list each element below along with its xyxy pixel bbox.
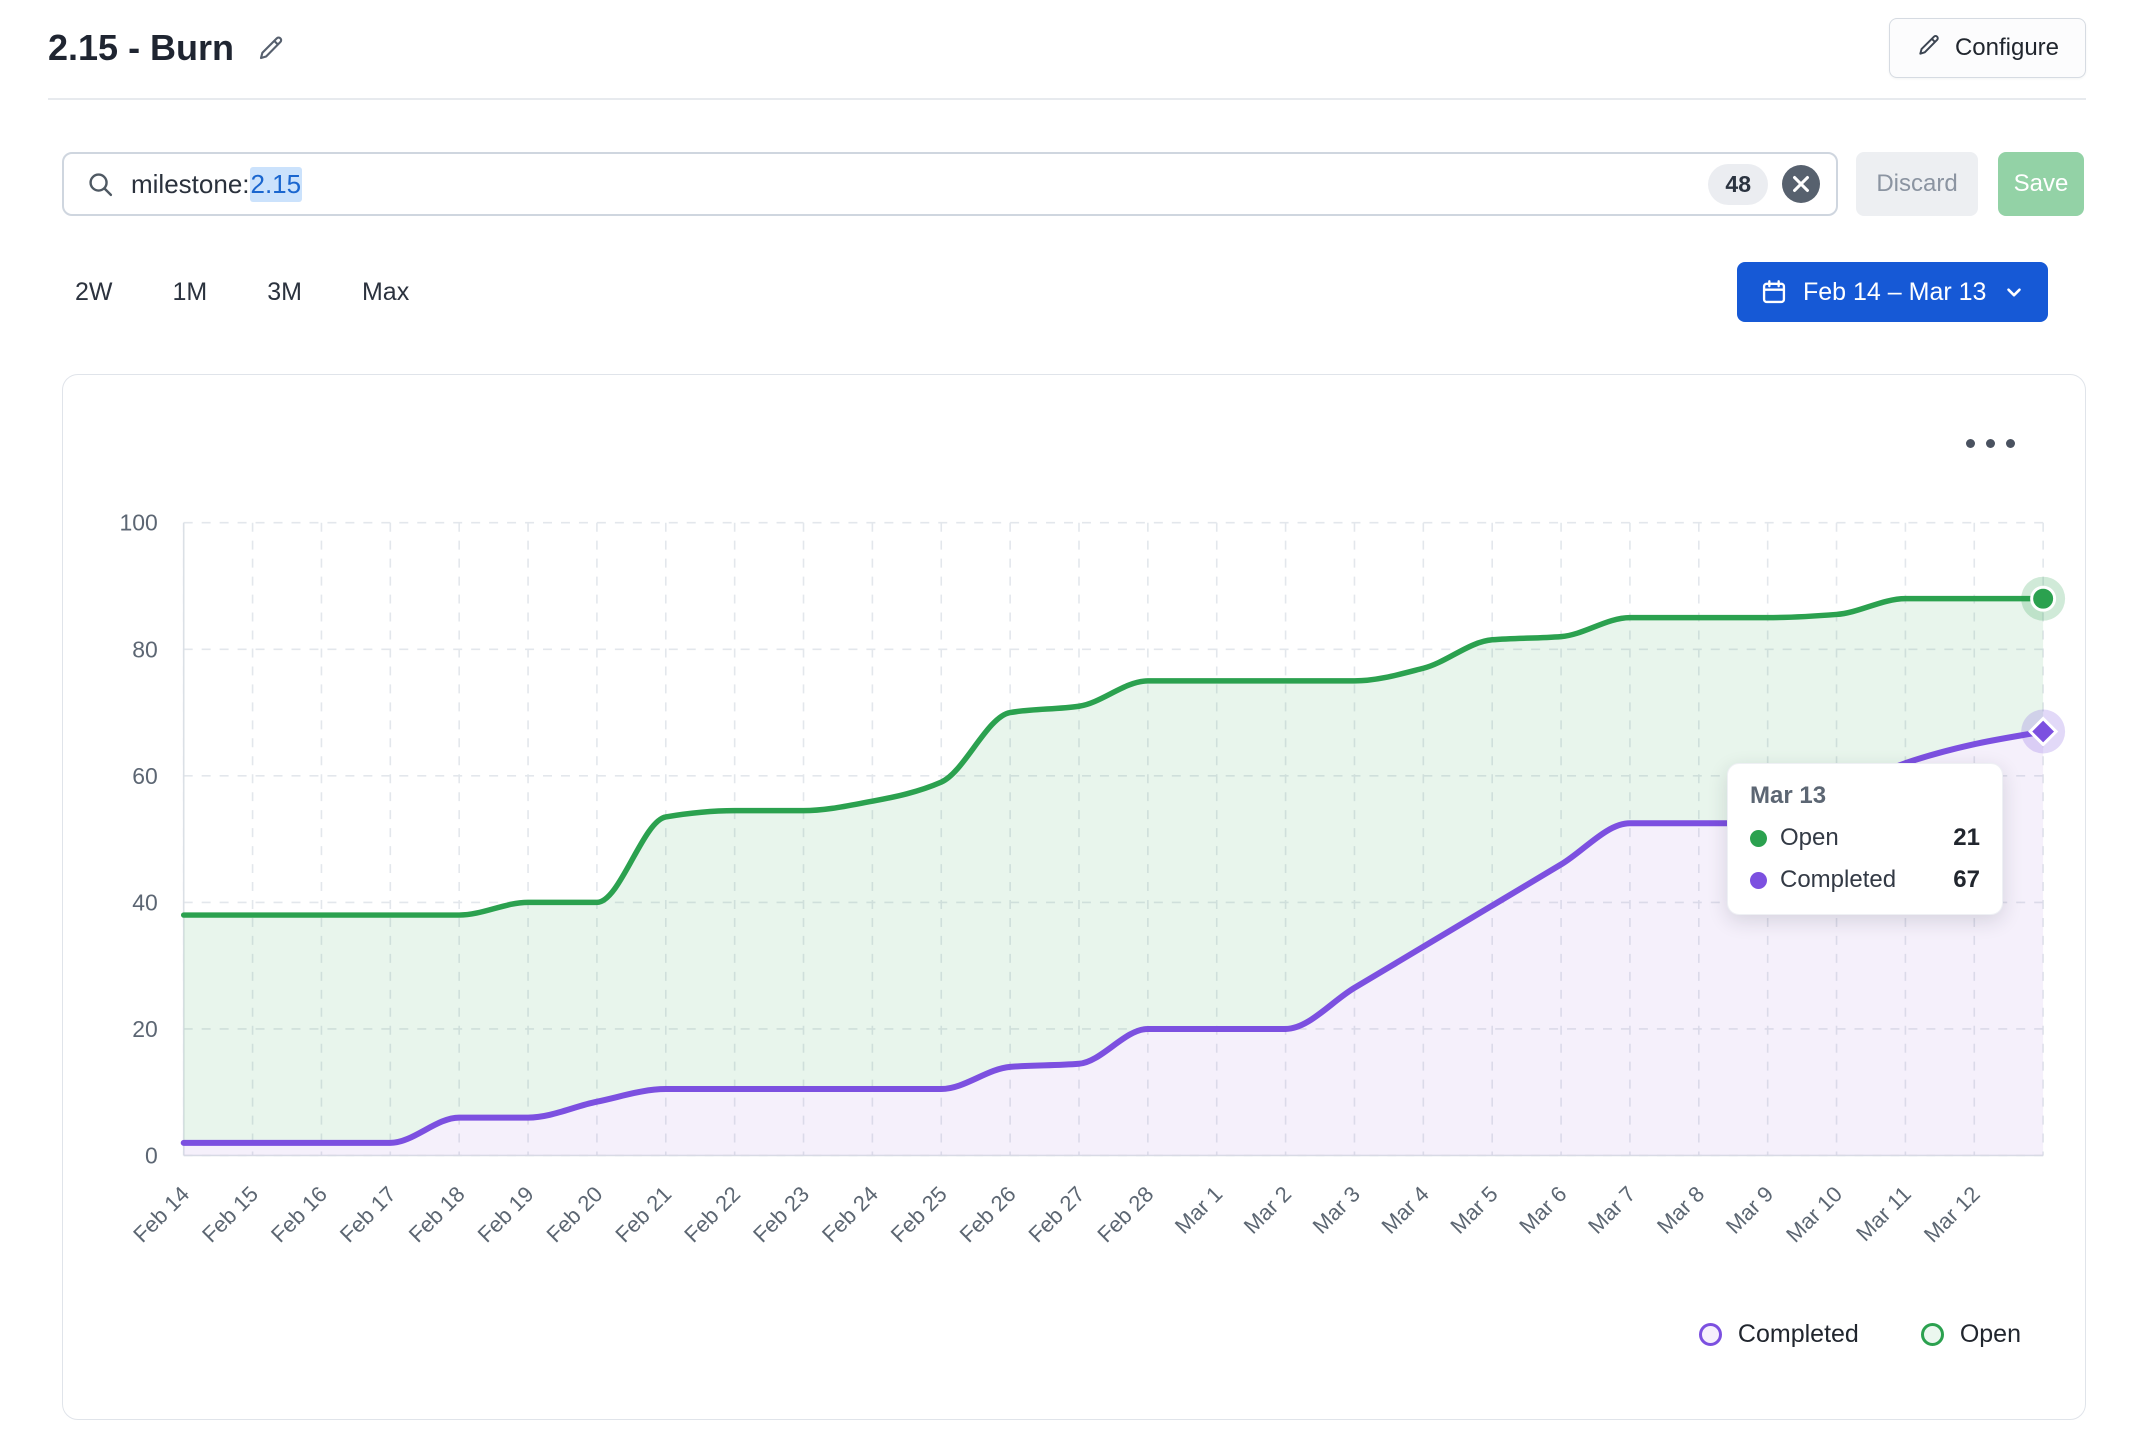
x-axis-label: Feb 18 [404, 1181, 470, 1247]
legend-label: Open [1959, 1320, 2021, 1348]
filter-query-input[interactable]: milestone: 2.15 48 [62, 152, 1838, 216]
page-title: 2.15 - Burn [48, 27, 235, 68]
x-axis-label: Mar 12 [1919, 1181, 1985, 1247]
chart-menu-button[interactable] [1958, 431, 2023, 456]
tooltip-series-value: 67 [1953, 866, 1980, 893]
chart-legend: Completed Open [1698, 1320, 2021, 1349]
filter-query-highlight: 2.15 [249, 166, 303, 202]
save-button[interactable]: Save [1998, 152, 2084, 216]
x-axis-label: Feb 17 [335, 1181, 401, 1247]
date-range-button[interactable]: Feb 14 – Mar 13 [1737, 262, 2049, 322]
filter-query-text: milestone: 2.15 [131, 166, 303, 202]
tooltip-row-completed: Completed 67 [1750, 866, 1980, 894]
tooltip-row-open: Open 21 [1750, 824, 1980, 852]
configure-button[interactable]: Configure [1888, 18, 2086, 78]
tooltip-series-value: 21 [1953, 824, 1980, 851]
x-axis-label: Feb 20 [541, 1181, 607, 1247]
chevron-down-icon [2003, 281, 2025, 303]
x-axis-label: Mar 8 [1652, 1181, 1709, 1238]
completed-end-marker [2028, 716, 2059, 747]
y-axis-label: 20 [132, 1016, 158, 1042]
legend-item-open[interactable]: Open [1920, 1320, 2021, 1349]
tooltip-series-label: Open [1780, 824, 1839, 851]
x-axis-label: Mar 2 [1239, 1181, 1296, 1238]
search-icon [86, 170, 115, 199]
completed-series-area [183, 731, 2044, 1156]
range-tab-3m[interactable]: 3M [267, 277, 302, 306]
ellipsis-icon [1966, 439, 1975, 448]
chart-tooltip: Mar 13 Open 21 Completed 67 [1727, 763, 2003, 915]
open-series-line [180, 595, 2046, 918]
x-axis-label: Mar 11 [1851, 1181, 1916, 1246]
x-axis-label: Mar 3 [1308, 1181, 1365, 1238]
calendar-icon [1760, 278, 1788, 306]
x-axis-label: Mar 1 [1170, 1181, 1227, 1238]
legend-item-completed[interactable]: Completed [1698, 1320, 1859, 1349]
legend-label: Completed [1737, 1320, 1859, 1348]
x-axis-label: Feb 24 [817, 1181, 883, 1247]
x-axis-label: Mar 6 [1514, 1181, 1571, 1238]
x-axis-label: Mar 5 [1445, 1181, 1502, 1238]
x-axis-label: Feb 16 [266, 1181, 332, 1247]
header: 2.15 - Burn Configure [48, 14, 2086, 82]
tooltip-series-label: Completed [1780, 866, 1897, 893]
x-axis-label: Feb 28 [1092, 1181, 1158, 1247]
x-axis-label: Feb 19 [473, 1181, 539, 1247]
x-axis-label: Feb 23 [748, 1181, 814, 1247]
x-axis-label: Feb 26 [955, 1181, 1021, 1247]
series-dot-icon [1750, 871, 1767, 889]
discard-button[interactable]: Discard [1856, 152, 1978, 216]
x-axis-label: Mar 10 [1781, 1181, 1847, 1247]
y-axis-label: 100 [119, 510, 157, 536]
filter-result-count-badge: 48 [1708, 163, 1768, 205]
x-axis-label: Mar 9 [1721, 1181, 1778, 1238]
range-tab-2w[interactable]: 2W [75, 277, 113, 306]
configure-label: Configure [1954, 34, 2059, 61]
y-axis-label: 60 [132, 763, 158, 789]
x-axis-label: Feb 15 [197, 1181, 263, 1247]
open-end-marker [2030, 585, 2057, 612]
x-axis-label: Feb 27 [1024, 1181, 1090, 1247]
chart-card: 0 20 40 60 80 100 Feb 14 Feb 15 Feb 16 Feb 17 Feb … [62, 374, 2086, 1420]
x-axis-label: Mar 4 [1377, 1181, 1434, 1238]
series-dot-icon [1750, 829, 1767, 847]
header-divider [48, 98, 2086, 100]
x-axis-label: Feb 22 [679, 1181, 745, 1247]
tooltip-date: Mar 13 [1750, 782, 1827, 809]
pencil-icon [1916, 32, 1942, 65]
legend-ring-icon [1698, 1323, 1722, 1346]
x-axis-label: Feb 14 [128, 1181, 194, 1247]
x-axis-label: Feb 21 [610, 1181, 676, 1247]
open-series-area [183, 598, 2044, 1143]
y-axis-label: 40 [132, 889, 158, 915]
date-range-label: Feb 14 – Mar 13 [1803, 277, 1987, 306]
range-tab-1m[interactable]: 1M [172, 277, 208, 306]
x-axis-label: Mar 7 [1583, 1181, 1640, 1238]
range-tab-max[interactable]: Max [361, 277, 410, 306]
x-axis-label: Feb 25 [886, 1181, 952, 1247]
edit-title-icon[interactable] [256, 33, 286, 63]
legend-ring-icon [1920, 1323, 1944, 1346]
range-tabs: 2W 1M 3M Max [75, 262, 409, 322]
clear-filter-button[interactable] [1782, 165, 1820, 203]
y-axis-label: 0 [145, 1142, 158, 1168]
y-axis-label: 80 [132, 636, 158, 662]
